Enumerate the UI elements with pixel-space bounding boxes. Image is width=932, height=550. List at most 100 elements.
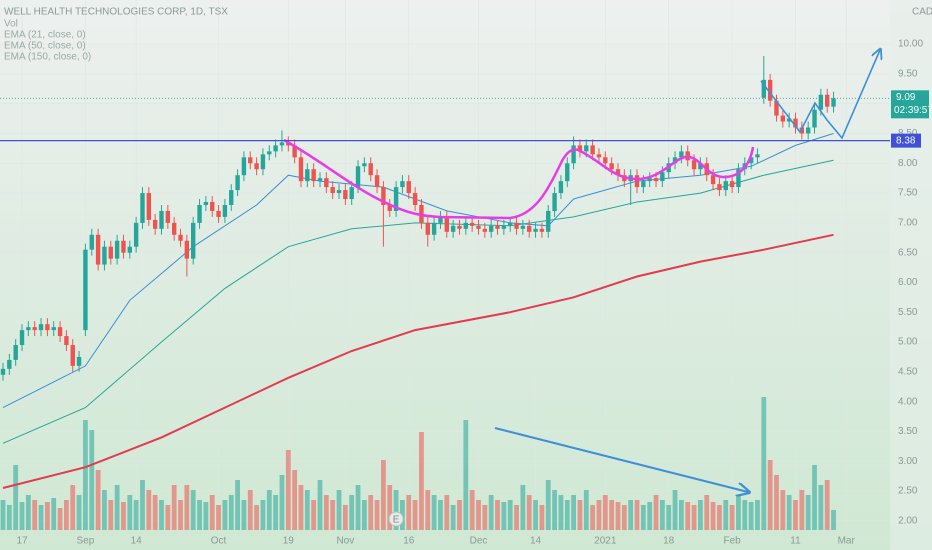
candle-body <box>184 240 190 259</box>
candle-body <box>609 163 614 170</box>
volume-bar <box>812 465 817 530</box>
volume-bar <box>203 502 209 530</box>
candle-body <box>254 163 259 170</box>
volume-bar <box>704 495 710 530</box>
volume-bar <box>355 485 361 530</box>
volume-bar <box>171 485 177 530</box>
volume-bar <box>723 500 729 530</box>
earnings-marker <box>388 511 404 527</box>
candle-body <box>565 163 570 182</box>
candle-body <box>45 324 50 331</box>
volume-bar <box>374 500 380 530</box>
candle-body <box>634 175 640 188</box>
volume-bar <box>501 502 507 530</box>
candle-body <box>279 142 285 146</box>
volume-bar <box>336 490 342 530</box>
volume-bar <box>615 502 621 530</box>
candle-body <box>723 181 728 191</box>
volume-bar <box>184 485 190 530</box>
x-tick-label: 14 <box>530 536 542 547</box>
volume-bar <box>685 502 691 530</box>
volume-bar <box>786 495 792 530</box>
candle-body <box>140 193 145 223</box>
candle-body <box>0 368 6 375</box>
candle-body <box>520 225 526 229</box>
candle-body <box>476 225 481 229</box>
volume-bar <box>266 490 272 530</box>
volume-bar <box>717 505 722 530</box>
volume-bar <box>311 500 317 530</box>
volume-bar <box>222 500 228 530</box>
candle-body <box>431 222 437 235</box>
y-tick-label: 5.00 <box>898 337 918 348</box>
volume-bar <box>425 490 431 530</box>
candle-body <box>729 181 735 188</box>
candle-body <box>571 145 576 164</box>
volume-bar <box>32 500 38 530</box>
legend-entry: EMA (150, close, 0) <box>4 52 91 63</box>
x-tick-label: 18 <box>663 536 675 547</box>
volume-bar <box>469 490 475 530</box>
candle-body <box>152 219 158 229</box>
candle-body <box>615 169 621 176</box>
volume-bar <box>729 505 735 530</box>
x-tick-label: Dec <box>470 536 488 547</box>
volume-bar <box>666 505 672 530</box>
volume-bar <box>767 460 773 530</box>
candle-body <box>590 145 595 155</box>
ema-line <box>2 233 834 489</box>
volume-bar <box>51 498 57 530</box>
candle-body <box>393 187 399 211</box>
candle-body <box>38 324 44 331</box>
volume-bar <box>349 495 355 530</box>
candle-body <box>298 157 304 182</box>
volume-bar <box>450 505 456 530</box>
volume-bar <box>260 500 266 530</box>
y-tick-label: 2.00 <box>898 515 918 526</box>
volume-bar <box>755 500 760 530</box>
candle-body <box>133 222 139 247</box>
volume-bar <box>361 500 367 530</box>
price-axis <box>890 0 932 550</box>
volume-bar <box>38 505 44 530</box>
volume-bar <box>146 490 152 530</box>
candle-body <box>406 181 411 194</box>
volume-bar <box>748 502 754 530</box>
candle-body <box>818 94 824 110</box>
volume-bar <box>108 500 114 530</box>
volume-bar <box>672 490 678 530</box>
volume-bar <box>805 495 811 530</box>
volume-bar <box>514 505 519 530</box>
volume-bar <box>539 505 545 530</box>
volume-bar <box>241 500 247 530</box>
last-price-label: 9.09 <box>896 92 916 103</box>
candle-body <box>203 202 209 205</box>
candle-body <box>241 157 247 176</box>
candle-body <box>83 249 88 331</box>
candle-body <box>527 225 532 232</box>
x-tick-label: Oct <box>211 536 227 547</box>
candle-body <box>482 228 488 232</box>
volume-bar <box>552 490 557 530</box>
candle-body <box>146 193 152 220</box>
volume-bar <box>19 502 25 530</box>
volume-bar <box>419 432 424 530</box>
volume-bar <box>228 495 234 530</box>
volume-bar <box>596 500 602 530</box>
candle-body <box>267 151 272 155</box>
y-tick-label: 4.00 <box>898 396 918 407</box>
candle-body <box>305 169 310 182</box>
candle-body <box>780 115 786 122</box>
volume-bar <box>133 500 139 530</box>
candle-body <box>114 240 120 259</box>
volume-bar <box>304 490 310 530</box>
candle-body <box>102 246 107 265</box>
volume-bar <box>463 420 469 530</box>
volume-bar <box>780 490 786 530</box>
candle-body <box>825 94 830 107</box>
volume-bar <box>793 500 798 530</box>
candle-body <box>355 166 361 188</box>
currency: CAD <box>912 7 932 18</box>
countdown-label: 02:39:57 <box>894 105 932 116</box>
candle-body <box>400 181 405 188</box>
